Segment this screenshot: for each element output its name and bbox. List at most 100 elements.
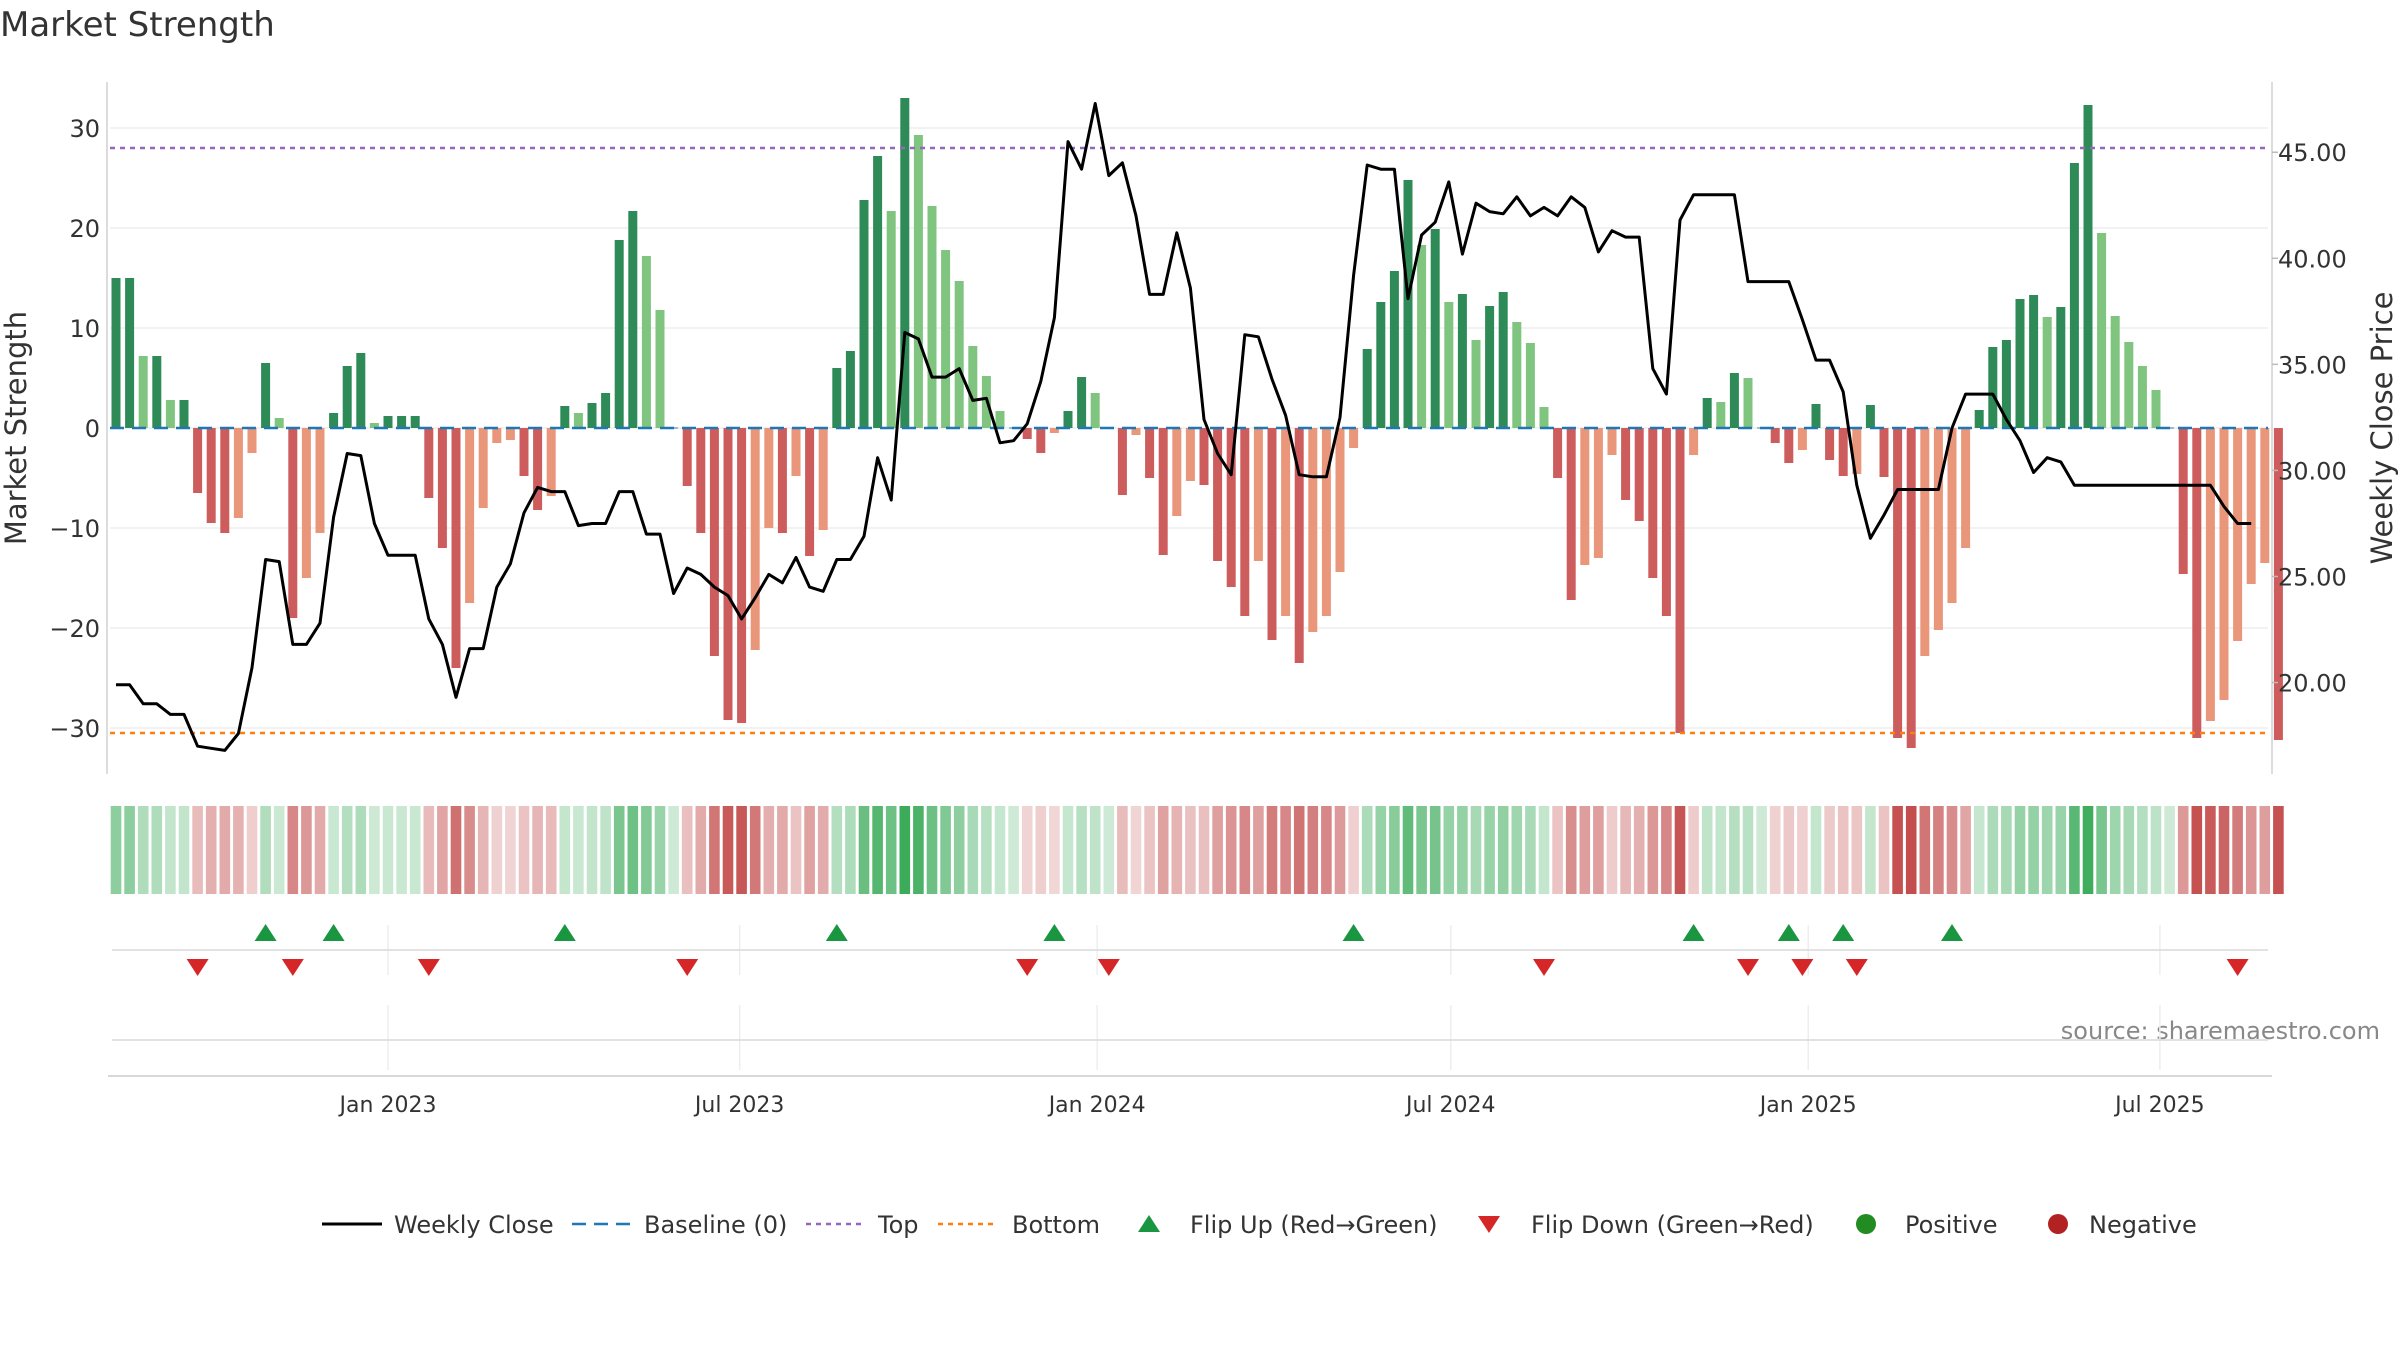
- strip-cell: [1552, 806, 1563, 894]
- strength-bar: [1566, 428, 1576, 600]
- strip-cell: [654, 806, 666, 894]
- strip-cell: [328, 806, 339, 894]
- strength-bar: [1403, 180, 1413, 428]
- strength-bar: [1539, 407, 1549, 428]
- strength-bar: [1661, 428, 1671, 616]
- strength-bar: [1131, 428, 1141, 435]
- strip-cell: [790, 806, 802, 894]
- strip-cell: [1946, 806, 1958, 894]
- strip-cell: [1470, 806, 1482, 894]
- strip-cell: [2164, 806, 2175, 894]
- strength-bar: [1281, 428, 1291, 616]
- strength-bar: [1267, 428, 1277, 640]
- strength-bar: [1988, 347, 1998, 428]
- strip-cell: [777, 806, 788, 894]
- flip-down-marker: [1845, 959, 1868, 976]
- flip-up-marker: [1832, 924, 1855, 941]
- strip-cell: [668, 806, 679, 894]
- strength-bar: [179, 400, 189, 428]
- strength-bar: [1077, 377, 1087, 428]
- strip-cell: [2041, 806, 2053, 894]
- strength-bar: [424, 428, 434, 498]
- strength-bar: [1675, 428, 1685, 733]
- strip-cell: [1579, 806, 1591, 894]
- strip-cell: [1253, 806, 1264, 894]
- flip-up-marker: [1342, 924, 1365, 941]
- strip-cell: [2273, 806, 2284, 894]
- strip-cell: [967, 806, 979, 894]
- strength-bar: [451, 428, 461, 668]
- strength-bar: [138, 356, 148, 428]
- strip-cell: [273, 806, 285, 894]
- strip-cell: [940, 806, 951, 894]
- strip-cell: [1130, 806, 1142, 894]
- strength-bar: [233, 428, 243, 518]
- strength-bar: [696, 428, 706, 533]
- strip-cell: [613, 806, 625, 894]
- strip-cell: [1334, 806, 1346, 894]
- strip-cell: [763, 806, 775, 894]
- strip-cell: [1321, 806, 1332, 894]
- strip-cell: [110, 806, 122, 894]
- strip-cell: [396, 806, 407, 894]
- strip-cell: [858, 806, 870, 894]
- strip-cell: [1905, 806, 1917, 894]
- strength-bar: [655, 310, 665, 428]
- strength-bar: [1199, 428, 1209, 485]
- strength-bar: [125, 278, 135, 428]
- strength-bar: [1825, 428, 1835, 460]
- strength-bar: [152, 356, 162, 428]
- strip-cell: [437, 806, 448, 894]
- flip-down-marker: [1097, 959, 1120, 976]
- strength-bar: [2042, 317, 2052, 428]
- strip-cell: [341, 806, 353, 894]
- strength-bar: [2124, 342, 2134, 428]
- y2-axis-label: Weekly Close Price: [2365, 292, 2399, 565]
- strength-bar: [805, 428, 815, 556]
- strength-bar: [587, 403, 597, 428]
- y-tick-label: −30: [49, 715, 100, 743]
- strip-cell: [2218, 806, 2230, 894]
- y-tick-label: 20: [69, 215, 100, 243]
- strip-cell: [314, 806, 326, 894]
- strip-cell: [600, 806, 611, 894]
- strength-bar: [1362, 349, 1372, 428]
- strength-bar: [410, 416, 420, 428]
- strip-cell: [981, 806, 992, 894]
- strip-cell: [477, 806, 489, 894]
- strength-bar: [437, 428, 447, 548]
- strength-bar: [220, 428, 230, 533]
- strength-bar: [165, 400, 175, 428]
- strip-cell: [1565, 806, 1577, 894]
- strength-bar: [301, 428, 311, 578]
- strip-cell: [1212, 806, 1223, 894]
- x-tick-label: Jul 2025: [2113, 1093, 2205, 1118]
- strip-cell: [1062, 806, 1074, 894]
- strength-bar: [1321, 428, 1331, 616]
- strength-bar: [1797, 428, 1807, 450]
- strength-bar: [1621, 428, 1631, 500]
- strength-bar: [1974, 410, 1984, 428]
- strength-bar: [1838, 428, 1848, 476]
- strength-bar: [1648, 428, 1658, 578]
- strength-bar: [2219, 428, 2229, 700]
- strength-bar: [1852, 428, 1862, 474]
- strength-bar: [274, 418, 284, 428]
- strength-bar: [288, 428, 298, 618]
- strength-bar: [2029, 295, 2039, 428]
- strip-cell: [1837, 806, 1849, 894]
- strength-bar: [1743, 378, 1753, 428]
- y-tick-label: 30: [69, 115, 100, 143]
- legend-label: Flip Down (Green→Red): [1531, 1211, 1814, 1239]
- strip-cell: [1933, 806, 1944, 894]
- strength-bar: [1417, 245, 1427, 428]
- strip-cell: [1701, 806, 1713, 894]
- strength-bar: [465, 428, 475, 603]
- strength-bar: [614, 240, 624, 428]
- strip-cell: [1797, 806, 1808, 894]
- strength-bar: [2056, 307, 2066, 428]
- weekly-close-line: [116, 102, 2252, 752]
- strip-cell: [1919, 806, 1931, 894]
- strength-bar: [206, 428, 216, 523]
- strength-bar: [2233, 428, 2243, 641]
